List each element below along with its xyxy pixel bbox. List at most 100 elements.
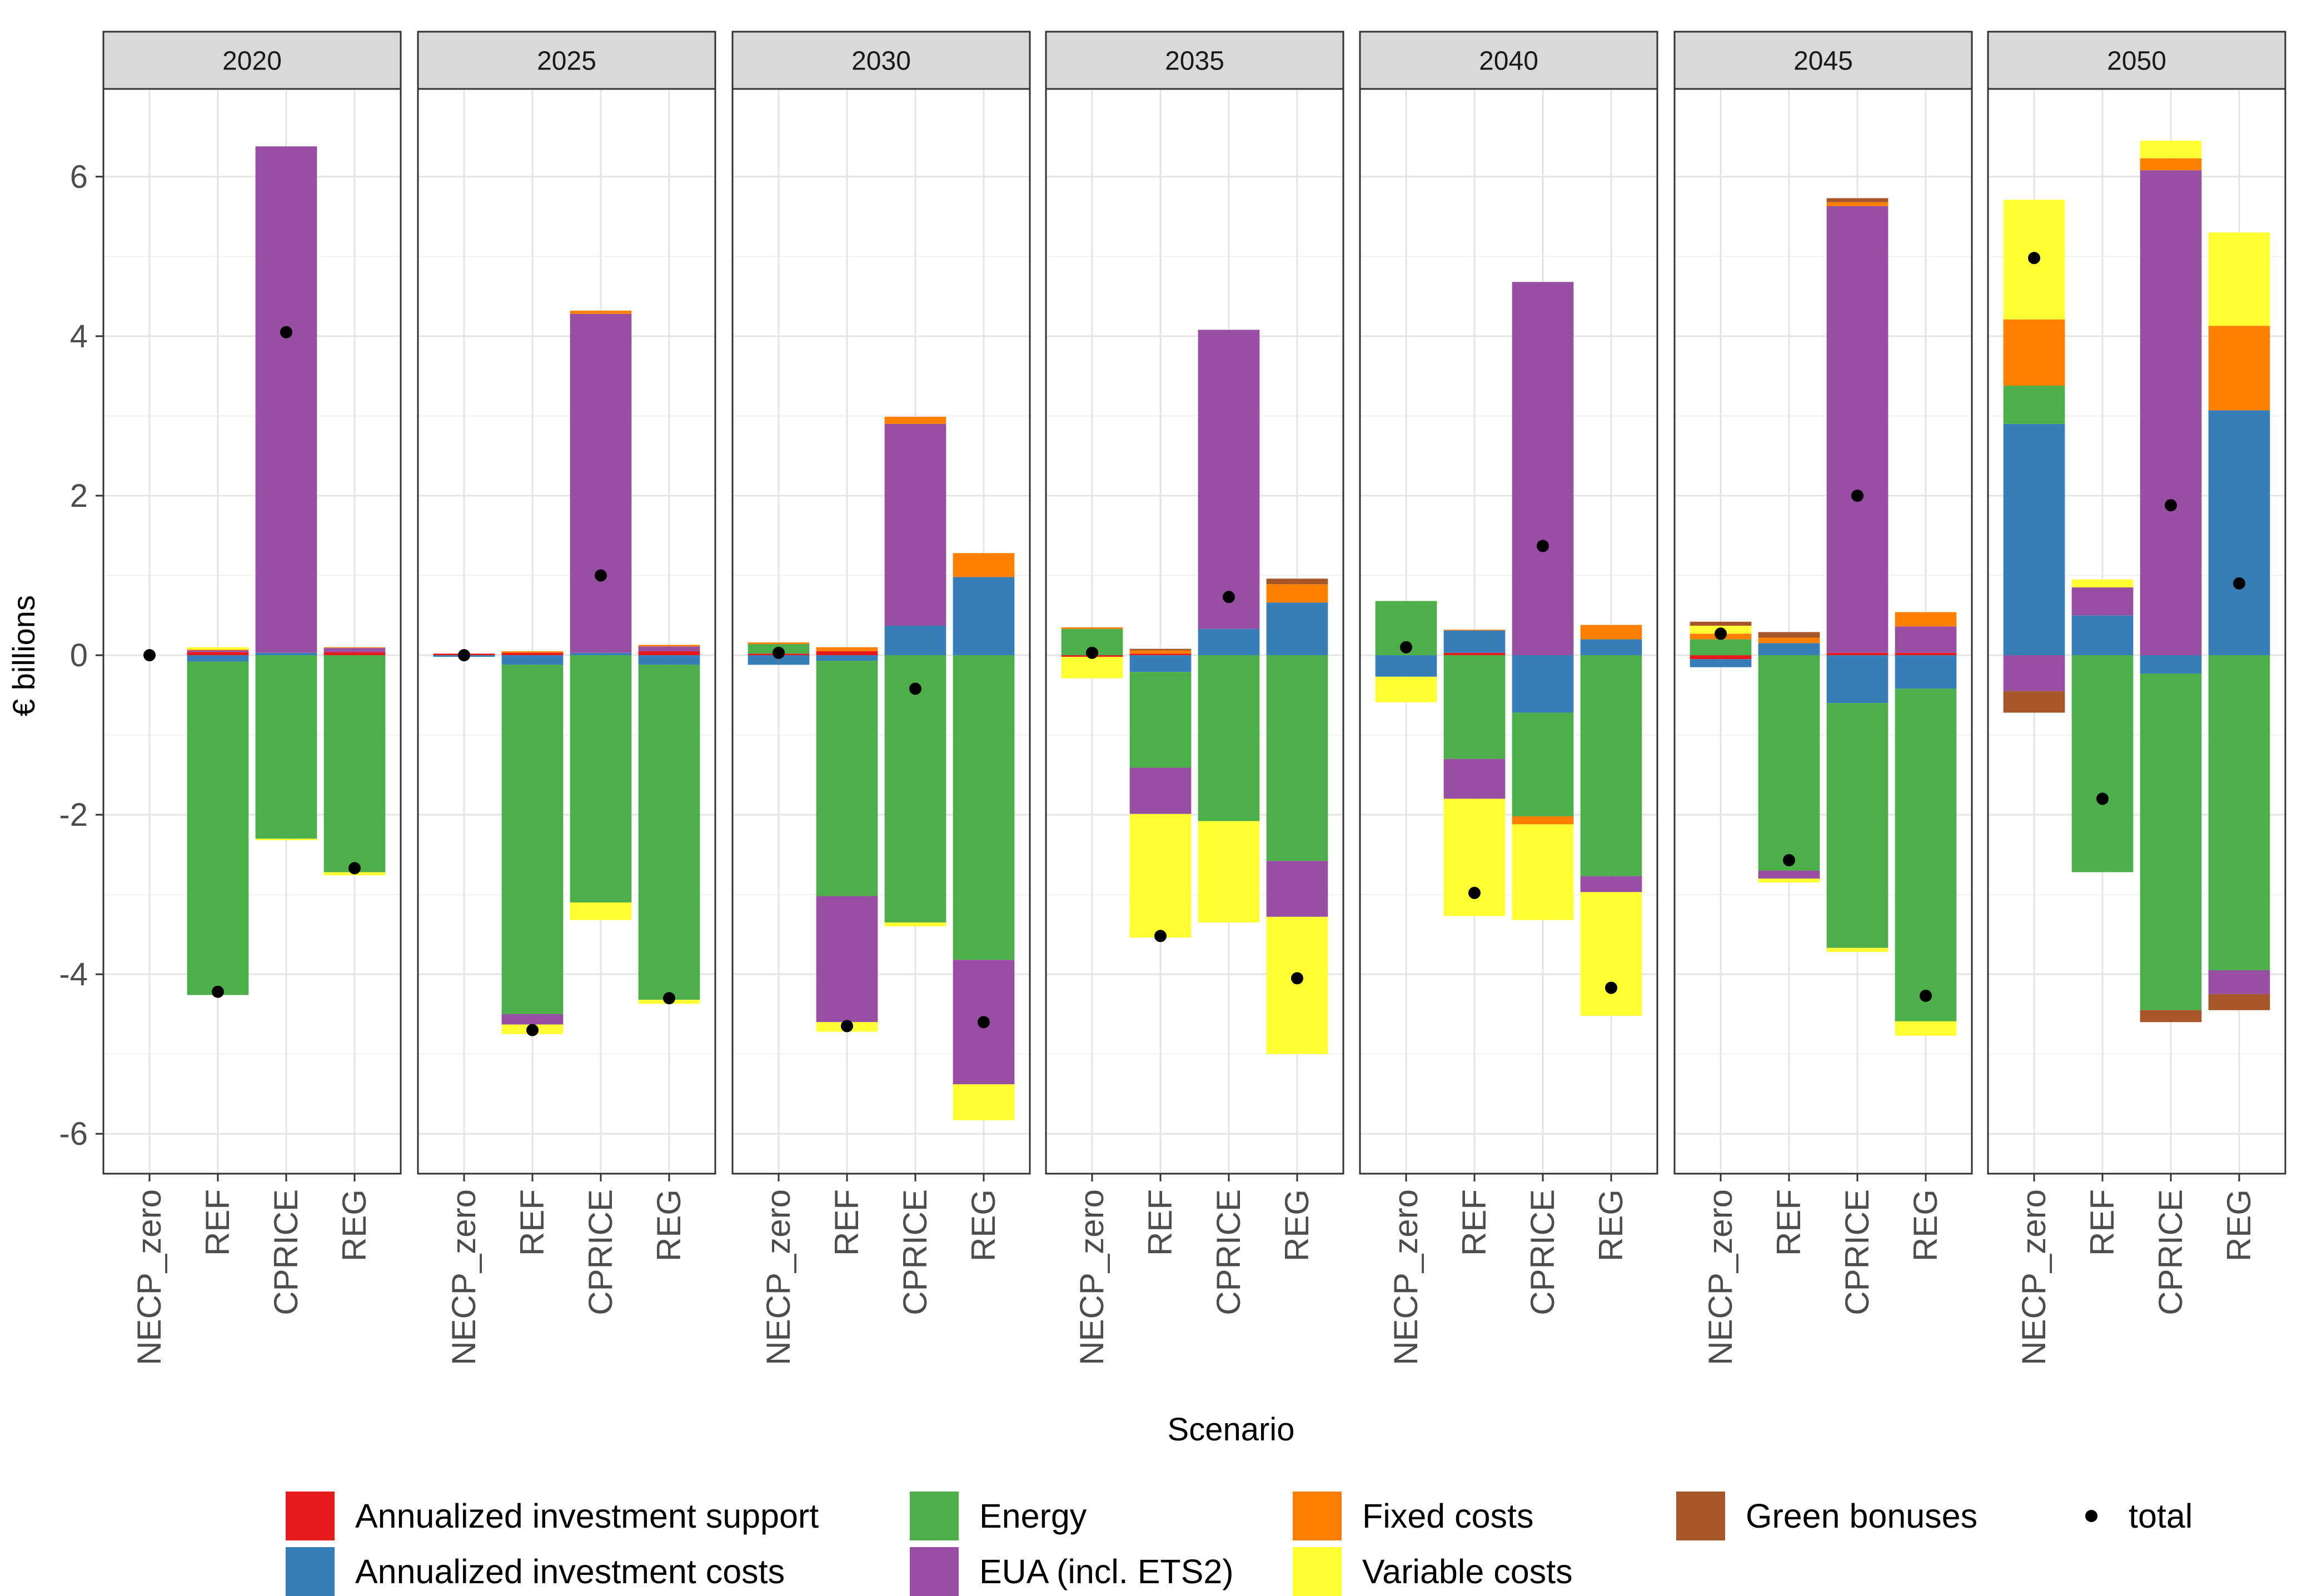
bar-segment-eua-REG-2025 xyxy=(638,646,700,651)
bar-segment-fixed-REG-2045 xyxy=(1895,612,1957,627)
bar-segment-variable-REG-2045 xyxy=(1895,1021,1957,1036)
bar-segment-fixed-REG-2020 xyxy=(323,647,386,649)
bar-segment-fixed-NECP_zero-2035 xyxy=(1061,627,1123,629)
x-tick-label-REF: REF xyxy=(2084,1189,2121,1256)
total-point-CPRICE-2050 xyxy=(2164,499,2177,512)
panel-border xyxy=(1673,88,1973,1175)
bar-segment-support-REF-2020 xyxy=(187,652,249,656)
facet-strip-2045 xyxy=(1673,31,1973,90)
x-tick-label-REG: REG xyxy=(1592,1189,1630,1261)
y-tick-label: -6 xyxy=(59,1116,88,1152)
total-point-NECP_zero-2050 xyxy=(2028,252,2041,265)
bar-segment-fixed-REG-2040 xyxy=(1580,625,1642,640)
bar-segment-fixed-REG-2030 xyxy=(953,553,1015,577)
bar-segment-support-REF-2030 xyxy=(816,651,878,656)
total-point-REF-2025 xyxy=(526,1024,539,1036)
bar-segment-fixed-REF-2045 xyxy=(1758,637,1820,644)
facet-strip-label-2045: 2045 xyxy=(1793,47,1853,76)
bar-segment-variable-REG-2040 xyxy=(1580,892,1642,1016)
bar-segment-green-REF-2045 xyxy=(1758,632,1820,638)
bar-segment-fixed-CPRICE-2025 xyxy=(570,311,632,314)
bar-segment-variable-CPRICE-2040 xyxy=(1512,824,1574,920)
bar-segment-support-REG-2025 xyxy=(638,651,700,656)
bar-segment-fixed-REF-2025 xyxy=(501,651,564,653)
x-tick-label-CPRICE: CPRICE xyxy=(896,1189,934,1315)
bar-segment-variable-CPRICE-2035 xyxy=(1198,821,1260,922)
x-tick-label-NECP_zero: NECP_zero xyxy=(1387,1189,1424,1365)
legend-label-fixed: Fixed costs xyxy=(1362,1497,1534,1535)
x-tick-label-REF: REF xyxy=(1770,1189,1807,1256)
bar-segment-fixed-REF-2035 xyxy=(1129,650,1192,654)
bar-segment-invest-CPRICE-2025 xyxy=(570,652,632,656)
legend-label-total: total xyxy=(2129,1497,2193,1535)
x-tick-label-NECP_zero: NECP_zero xyxy=(1073,1189,1110,1365)
bar-segment-eua-REF-2020 xyxy=(187,650,249,652)
bar-segment-invest-REF-2035 xyxy=(1129,655,1192,672)
total-point-NECP_zero-2035 xyxy=(1086,646,1099,659)
x-tick-label-NECP_zero: NECP_zero xyxy=(760,1189,797,1365)
x-tick-label-REF: REF xyxy=(828,1189,865,1256)
total-point-REG-2020 xyxy=(348,862,361,875)
facet-strip-label-2030: 2030 xyxy=(851,47,911,76)
facet-strip-2030 xyxy=(731,31,1031,90)
x-tick-label-CPRICE: CPRICE xyxy=(1524,1189,1561,1315)
bar-segment-invest-CPRICE-2035 xyxy=(1198,629,1260,656)
bar-segment-fixed-NECP_zero-2050 xyxy=(2003,319,2065,386)
total-point-NECP_zero-2045 xyxy=(1715,627,1727,640)
bar-segment-invest-NECP_zero-2050 xyxy=(2003,423,2065,656)
bar-segment-variable-NECP_zero-2040 xyxy=(1375,676,1437,702)
bar-segment-fixed-REG-2025 xyxy=(638,645,700,647)
total-point-CPRICE-2025 xyxy=(594,569,607,582)
bar-segment-fixed-REG-2050 xyxy=(2208,326,2270,411)
bar-segment-energy-CPRICE-2040 xyxy=(1512,712,1574,816)
facet-strip-label-2040: 2040 xyxy=(1479,47,1538,76)
bar-segment-invest-NECP_zero-2040 xyxy=(1375,655,1437,677)
facet-strip-label-2025: 2025 xyxy=(537,47,596,76)
bar-segment-invest-CPRICE-2045 xyxy=(1826,655,1889,704)
x-tick-label-REG: REG xyxy=(650,1189,687,1261)
legend-key-support xyxy=(286,1492,335,1540)
bar-segment-energy-CPRICE-2035 xyxy=(1198,655,1260,821)
bar-segment-energy-REF-2025 xyxy=(501,665,564,1014)
bar-segment-eua-REG-2020 xyxy=(323,648,386,652)
bar-segment-support-NECP_zero-2045 xyxy=(1690,655,1752,660)
bar-segment-eua-REG-2045 xyxy=(1895,626,1957,653)
bar-segment-green-REG-2050 xyxy=(2208,994,2270,1010)
bar-segment-eua-REF-2050 xyxy=(2071,587,2134,616)
bar-segment-energy-REG-2050 xyxy=(2208,655,2270,970)
bar-segment-eua-REG-2040 xyxy=(1580,876,1642,892)
bar-segment-invest-REF-2025 xyxy=(501,655,564,665)
bar-segment-invest-REG-2040 xyxy=(1580,639,1642,656)
bar-segment-variable-REG-2050 xyxy=(2208,232,2270,326)
facet-panel-2040: 2040 NECP_zero REF CPRICE REG xyxy=(1359,31,1658,1365)
bar-segment-invest-CPRICE-2040 xyxy=(1512,655,1574,713)
facet-strip-2050 xyxy=(1987,31,2286,90)
legend-key-eua xyxy=(910,1547,959,1596)
bar-segment-support-REG-2020 xyxy=(323,652,386,656)
panel-border xyxy=(1987,88,2286,1175)
total-point-NECP_zero-2025 xyxy=(458,649,471,662)
x-tick-label-REG: REG xyxy=(1907,1189,1944,1261)
bar-segment-energy-REF-2035 xyxy=(1129,672,1192,768)
y-axis-title: € billions xyxy=(6,595,41,716)
x-tick-label-NECP_zero: NECP_zero xyxy=(1702,1189,1739,1365)
bar-segment-energy-CPRICE-2045 xyxy=(1826,703,1889,948)
x-tick-label-REG: REG xyxy=(2220,1189,2258,1261)
x-tick-label-CPRICE: CPRICE xyxy=(1210,1189,1247,1315)
bar-segment-fixed-CPRICE-2040 xyxy=(1512,816,1574,825)
bar-segment-fixed-CPRICE-2050 xyxy=(2140,158,2202,171)
y-tick-label: -4 xyxy=(59,956,88,992)
facet-strip-2035 xyxy=(1045,31,1344,90)
x-tick-label-REG: REG xyxy=(965,1189,1002,1261)
legend-key-variable xyxy=(1293,1547,1342,1596)
bar-segment-energy-REG-2045 xyxy=(1895,689,1957,1021)
facet-panel-2035: 2035 NECP_zero REF CPRICE REG xyxy=(1045,31,1344,1365)
bar-segment-eua-CPRICE-2025 xyxy=(570,313,632,653)
bar-segment-eua-NECP_zero-2050 xyxy=(2003,655,2065,691)
facet-panel-2030: 2030 NECP_zero REF CPRICE REG xyxy=(731,31,1031,1365)
bar-segment-invest-REG-2045 xyxy=(1895,655,1957,689)
x-axis-title: Scenario xyxy=(1168,1412,1295,1448)
bar-segment-invest-REF-2045 xyxy=(1758,643,1820,656)
total-point-CPRICE-2045 xyxy=(1851,490,1863,502)
bar-segment-variable-REG-2030 xyxy=(953,1084,1015,1120)
